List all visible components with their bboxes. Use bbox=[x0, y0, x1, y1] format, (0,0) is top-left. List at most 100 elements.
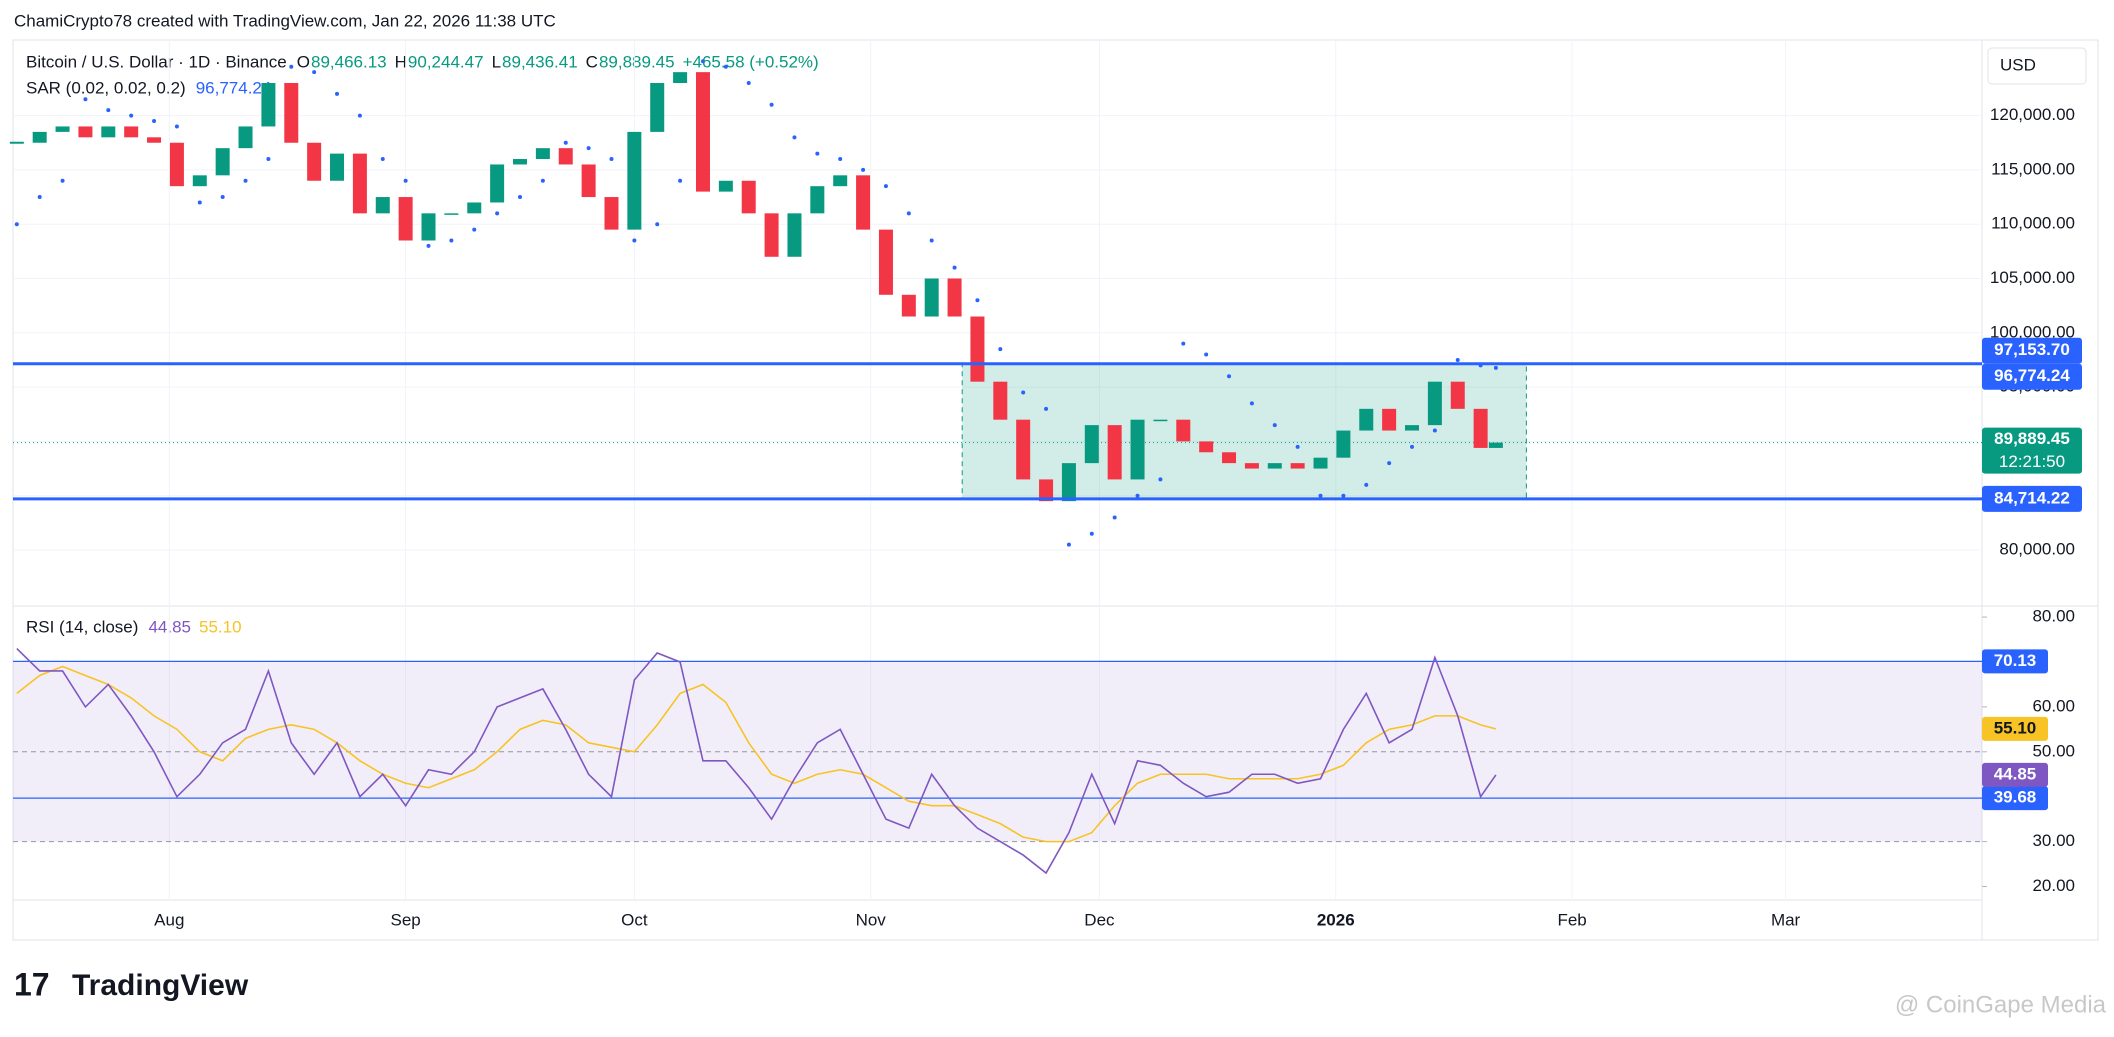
rsi-tick-label: 60.00 bbox=[2032, 696, 2075, 715]
candle bbox=[1382, 408, 1397, 431]
rsi-value-label: 44.85 bbox=[1994, 764, 2037, 783]
candle bbox=[55, 126, 70, 132]
candle bbox=[284, 83, 299, 143]
symbol: Bitcoin / U.S. Dollar · 1D · Binance bbox=[26, 52, 287, 71]
candle bbox=[1290, 463, 1305, 469]
sar-dot bbox=[106, 108, 111, 113]
candle bbox=[490, 164, 505, 203]
rsi-level-label: 39.68 bbox=[1994, 788, 2037, 807]
candle bbox=[512, 159, 527, 165]
sar-dot bbox=[1021, 390, 1026, 395]
candle bbox=[581, 164, 596, 198]
candle bbox=[1222, 452, 1237, 464]
sar-dot bbox=[335, 91, 340, 96]
sar-dot bbox=[1364, 482, 1369, 487]
candle bbox=[764, 213, 779, 257]
level-label: 84,714.22 bbox=[1994, 488, 2070, 507]
sar-dot bbox=[1044, 406, 1049, 411]
ohlc-key: L bbox=[492, 52, 501, 71]
sar-dot bbox=[746, 81, 751, 86]
sar-dot bbox=[266, 157, 271, 162]
candle bbox=[1244, 463, 1259, 469]
x-tick-label: Mar bbox=[1771, 910, 1801, 929]
frame bbox=[12, 39, 2099, 941]
sar-dot bbox=[243, 178, 248, 183]
rsi-line bbox=[16, 665, 1497, 843]
sar-dot bbox=[678, 178, 683, 183]
candle bbox=[238, 126, 253, 149]
candle bbox=[330, 153, 345, 181]
candle bbox=[1359, 408, 1374, 431]
last-price-label-box bbox=[1982, 427, 2082, 474]
sar-dot bbox=[1493, 365, 1498, 370]
candle bbox=[1427, 381, 1442, 426]
candle bbox=[787, 213, 802, 257]
candle bbox=[467, 202, 482, 214]
y-tick-label: 110,000.00 bbox=[1991, 214, 2075, 233]
y-tick-label: 115,000.00 bbox=[1991, 159, 2075, 178]
currency-box[interactable] bbox=[1987, 47, 2087, 85]
sar-axis-label: 96,774.24 bbox=[1994, 366, 2070, 385]
sar-dot bbox=[403, 178, 408, 183]
plot: 80,000.0085,000.0090,000.0095,000.00100,… bbox=[9, 40, 2082, 929]
sar-dot bbox=[197, 200, 202, 205]
sar-dot bbox=[586, 146, 591, 151]
candle bbox=[695, 72, 710, 192]
rsi-level-label: 70.13 bbox=[1994, 651, 2037, 670]
candle bbox=[307, 142, 322, 181]
candle bbox=[1153, 419, 1168, 422]
rsi-tick-label: 80.00 bbox=[2032, 607, 2075, 626]
candle bbox=[375, 197, 390, 214]
sar-dot bbox=[952, 265, 957, 270]
rsi-tick-label: 30.00 bbox=[2032, 831, 2075, 850]
candle bbox=[718, 180, 733, 192]
ohlc-key: O bbox=[297, 52, 310, 71]
sar-dot bbox=[83, 97, 88, 102]
candle bbox=[604, 197, 619, 230]
sar-dot bbox=[1089, 531, 1094, 536]
x-tick-label: 2026 bbox=[1317, 910, 1355, 929]
sar-dot bbox=[152, 119, 157, 124]
sar-dot bbox=[14, 222, 19, 227]
level-label-box bbox=[1982, 485, 2082, 512]
sar-dot bbox=[472, 227, 477, 232]
sar-dot bbox=[975, 298, 980, 303]
sar-dot bbox=[1410, 444, 1415, 449]
candle bbox=[1473, 408, 1488, 448]
candle bbox=[1267, 463, 1282, 469]
sar-dot bbox=[838, 157, 843, 162]
sar-dot bbox=[1295, 444, 1300, 449]
candle bbox=[878, 229, 893, 295]
last-price-label: 89,889.45 bbox=[1994, 429, 2070, 448]
sar-dot bbox=[609, 157, 614, 162]
sar-dot bbox=[1249, 401, 1254, 406]
sar-dot bbox=[174, 124, 179, 129]
candle bbox=[1084, 425, 1099, 464]
ohlc-value: 89,466.13 bbox=[311, 52, 387, 71]
candle bbox=[124, 126, 139, 138]
ohlc-value: 89,889.45 bbox=[599, 52, 675, 71]
rsi-value: 55.10 bbox=[199, 617, 242, 636]
sar-dot bbox=[1158, 477, 1163, 482]
candle bbox=[1016, 419, 1031, 480]
currency[interactable]: USD bbox=[2000, 55, 2036, 74]
candle bbox=[1488, 442, 1503, 448]
sar-dot bbox=[929, 238, 934, 243]
sar-dot bbox=[1181, 341, 1186, 346]
candle bbox=[1130, 419, 1145, 480]
sar-label: SAR (0.02, 0.02, 0.2) bbox=[26, 78, 186, 97]
candle bbox=[192, 175, 207, 187]
candle bbox=[421, 213, 436, 241]
rsi-level-label-box bbox=[1982, 649, 2048, 674]
sar-dot bbox=[289, 64, 294, 69]
sar-dot bbox=[357, 113, 362, 118]
sar-dot bbox=[312, 70, 317, 75]
ohlc-value: 90,244.47 bbox=[408, 52, 484, 71]
sar-dot bbox=[632, 238, 637, 243]
sar-dot bbox=[1432, 428, 1437, 433]
y-tick-label: 80,000.00 bbox=[1999, 540, 2075, 559]
sar-dot bbox=[380, 157, 385, 162]
candle bbox=[924, 278, 939, 317]
